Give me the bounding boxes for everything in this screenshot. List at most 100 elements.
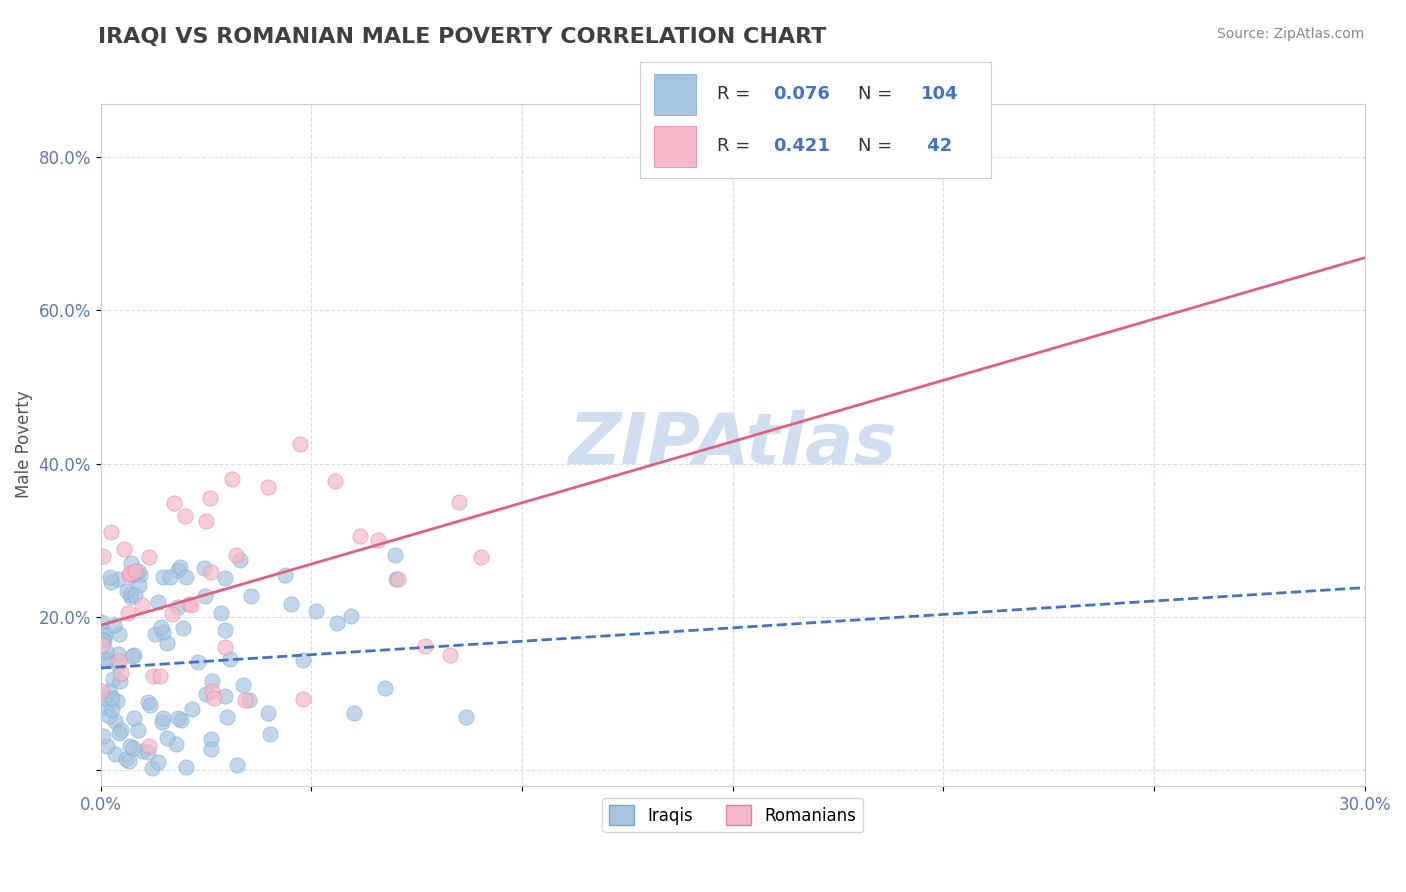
Point bbox=[454, 710, 477, 724]
Point bbox=[108, 655, 131, 669]
Point bbox=[156, 636, 179, 650]
Point bbox=[124, 588, 146, 602]
Point bbox=[93, 627, 115, 641]
Point bbox=[198, 491, 221, 506]
Point bbox=[195, 687, 218, 701]
Point bbox=[108, 673, 131, 688]
Point bbox=[146, 595, 169, 609]
Point bbox=[447, 495, 470, 509]
Point bbox=[138, 694, 160, 708]
Point bbox=[214, 624, 236, 638]
Point bbox=[326, 615, 349, 630]
Point bbox=[97, 684, 120, 698]
Point bbox=[96, 644, 118, 658]
Point bbox=[214, 571, 236, 585]
Point bbox=[127, 565, 149, 579]
Text: N =: N = bbox=[858, 137, 897, 155]
Text: R =: R = bbox=[717, 137, 756, 155]
Point bbox=[149, 668, 172, 682]
Point bbox=[107, 658, 129, 673]
Point bbox=[117, 606, 139, 620]
Point bbox=[323, 475, 346, 489]
Point bbox=[110, 666, 132, 681]
Point bbox=[91, 729, 114, 743]
Point bbox=[122, 711, 145, 725]
Point bbox=[165, 737, 187, 751]
Point bbox=[138, 698, 160, 713]
Point bbox=[118, 587, 141, 601]
Point bbox=[181, 702, 204, 716]
Point bbox=[225, 548, 247, 562]
Point bbox=[122, 648, 145, 662]
Point bbox=[110, 723, 132, 738]
Point bbox=[201, 673, 224, 688]
Point bbox=[91, 627, 114, 641]
Point bbox=[104, 747, 127, 761]
Point bbox=[143, 627, 166, 641]
Point bbox=[387, 572, 409, 586]
Point bbox=[93, 549, 115, 563]
Point bbox=[141, 761, 163, 775]
Point bbox=[470, 550, 492, 565]
Point bbox=[128, 578, 150, 592]
Point bbox=[152, 570, 174, 584]
Point bbox=[202, 691, 225, 706]
Point bbox=[172, 621, 194, 635]
Point bbox=[152, 711, 174, 725]
Point bbox=[384, 548, 406, 562]
Point bbox=[349, 529, 371, 543]
Point bbox=[108, 627, 131, 641]
Point bbox=[169, 714, 191, 728]
Text: ZIPAtlas: ZIPAtlas bbox=[568, 410, 897, 479]
Bar bbox=[654, 126, 696, 167]
Point bbox=[121, 568, 143, 582]
Point bbox=[169, 560, 191, 574]
Point bbox=[96, 653, 118, 667]
Point bbox=[288, 436, 311, 450]
Point bbox=[439, 648, 461, 663]
Point bbox=[115, 752, 138, 766]
Point bbox=[193, 589, 215, 603]
Point bbox=[100, 702, 122, 716]
Point bbox=[148, 755, 170, 769]
Point bbox=[138, 549, 160, 564]
Point bbox=[150, 714, 173, 729]
Point bbox=[112, 542, 135, 557]
Point bbox=[176, 570, 198, 584]
Point bbox=[152, 624, 174, 639]
Point bbox=[200, 742, 222, 756]
Point bbox=[96, 652, 118, 666]
Point bbox=[291, 691, 314, 706]
Point bbox=[179, 597, 201, 611]
Point bbox=[121, 741, 143, 756]
Point bbox=[385, 572, 408, 586]
Point bbox=[174, 760, 197, 774]
Point bbox=[108, 725, 131, 739]
Point bbox=[94, 701, 117, 715]
Point bbox=[104, 714, 127, 728]
Point bbox=[121, 649, 143, 664]
Point bbox=[124, 565, 146, 579]
Y-axis label: Male Poverty: Male Poverty bbox=[15, 391, 32, 499]
Point bbox=[107, 572, 129, 586]
Point bbox=[292, 653, 315, 667]
Point bbox=[221, 472, 243, 486]
Point bbox=[187, 656, 209, 670]
Point bbox=[219, 652, 242, 666]
Point bbox=[413, 639, 436, 653]
Point bbox=[100, 690, 122, 705]
Point bbox=[129, 568, 152, 582]
Text: Source: ZipAtlas.com: Source: ZipAtlas.com bbox=[1216, 27, 1364, 41]
Point bbox=[91, 638, 114, 652]
Point bbox=[163, 496, 186, 510]
Point bbox=[90, 684, 112, 698]
Point bbox=[127, 723, 149, 737]
Point bbox=[90, 615, 112, 629]
Point bbox=[233, 693, 256, 707]
Point bbox=[96, 739, 118, 753]
Point bbox=[142, 668, 165, 682]
Text: R =: R = bbox=[717, 85, 756, 103]
Point bbox=[214, 689, 236, 703]
Point bbox=[280, 598, 302, 612]
Point bbox=[166, 711, 188, 725]
